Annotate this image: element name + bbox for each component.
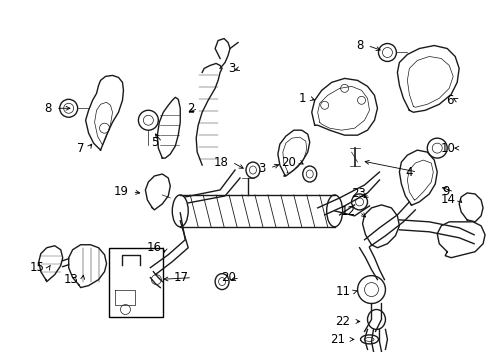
Text: 21: 21 [330,333,345,346]
Text: 13: 13 [63,273,79,286]
Text: 7: 7 [77,141,84,155]
Text: 15: 15 [30,261,45,274]
Text: 12: 12 [340,205,355,219]
Text: 20: 20 [280,156,295,168]
Text: 6: 6 [445,94,452,107]
Text: 16: 16 [146,241,161,254]
Text: 19: 19 [113,185,128,198]
Text: 4: 4 [405,166,412,179]
Text: 5: 5 [151,136,158,149]
Text: 14: 14 [439,193,454,206]
Text: 23: 23 [350,188,365,201]
Text: 8: 8 [44,102,52,115]
Bar [108,248,163,318]
Text: 17: 17 [173,271,188,284]
Text: 3: 3 [258,162,265,175]
Text: 10: 10 [439,141,454,155]
Text: 1: 1 [298,92,305,105]
Text: 20: 20 [221,271,236,284]
Text: 22: 22 [335,315,350,328]
Text: 11: 11 [335,285,350,298]
Text: 18: 18 [213,156,227,168]
Text: 9: 9 [442,185,449,198]
Text: 3: 3 [228,62,236,75]
Text: 8: 8 [355,39,363,52]
Text: 2: 2 [186,102,194,115]
